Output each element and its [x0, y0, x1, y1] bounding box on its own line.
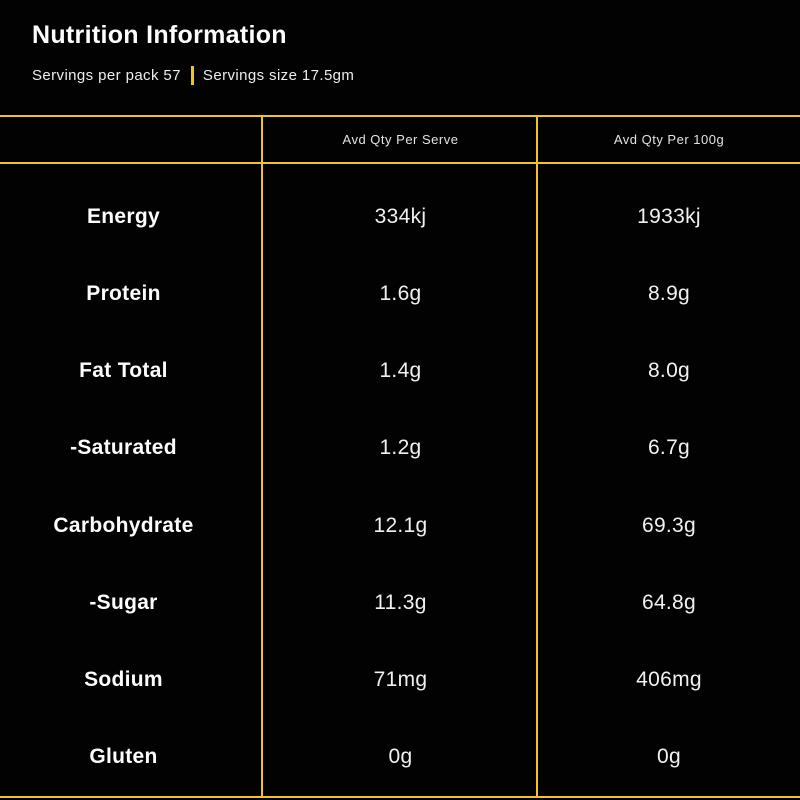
row-value-per-serve: 334kj [374, 204, 427, 228]
row-value-per-100g: 64.8g [641, 590, 697, 614]
row-value-per-serve: 1.4g [379, 359, 422, 383]
table-header-row: Avd Qty Per Serve Avd Qty Per 100g [0, 117, 800, 164]
row-value-per-100g: 6.7g [647, 436, 691, 460]
row-value-per-100g: 69.3g [641, 513, 697, 537]
row-value-per-serve: 1.2g [379, 436, 422, 460]
row-value-per-100g: 0g [657, 745, 681, 769]
header-cell-blank [0, 117, 263, 162]
row-value-per-serve: 71mg [373, 668, 428, 692]
table-row: Fat Total 1.4g 8.0g [0, 333, 800, 410]
row-label: Sodium [84, 668, 163, 692]
table-row: -Saturated 1.2g 6.7g [0, 410, 800, 487]
row-label: -Saturated [70, 436, 177, 460]
row-value-per-serve: 0g [388, 745, 413, 769]
subtitle-separator [190, 66, 194, 85]
header-cell-per-serve: Avd Qty Per Serve [342, 132, 459, 147]
table-body: Energy 334kj 1933kj Protein 1.6g 8.9g Fa… [0, 164, 800, 796]
row-label: -Sugar [89, 590, 158, 614]
table-row: Sodium 71mg 406mg [0, 642, 800, 719]
page-header: Nutrition Information Servings per pack … [32, 21, 768, 85]
row-label: Fat Total [79, 359, 168, 383]
row-label: Gluten [89, 745, 158, 769]
row-value-per-100g: 8.0g [647, 359, 691, 383]
table-row: Gluten 0g 0g [0, 719, 800, 796]
table-row: Protein 1.6g 8.9g [0, 255, 800, 332]
row-value-per-100g: 1933kj [637, 204, 701, 228]
nutrition-table: Avd Qty Per Serve Avd Qty Per 100g Energ… [0, 115, 800, 798]
table-row: -Sugar 11.3g 64.8g [0, 564, 800, 641]
column-divider-1 [261, 117, 263, 796]
header-cell-per-100g: Avd Qty Per 100g [613, 132, 725, 147]
row-label: Carbohydrate [53, 513, 194, 537]
row-value-per-serve: 11.3g [374, 590, 427, 614]
row-label: Energy [87, 204, 160, 228]
row-value-per-serve: 1.6g [379, 281, 422, 305]
servings-info: Servings per pack 57 Servings size 17.5g… [32, 66, 768, 85]
column-divider-2 [536, 117, 538, 796]
table-row: Carbohydrate 12.1g 69.3g [0, 487, 800, 564]
row-value-per-serve: 12.1g [373, 513, 428, 537]
table-row: Energy 334kj 1933kj [0, 178, 800, 255]
page-title: Nutrition Information [32, 21, 287, 49]
servings-per-pack-label: Servings per pack 57 [32, 67, 181, 84]
row-label: Protein [86, 281, 161, 305]
row-value-per-100g: 406mg [636, 668, 702, 692]
servings-size-label: Servings size 17.5gm [202, 67, 355, 84]
row-value-per-100g: 8.9g [647, 281, 691, 305]
